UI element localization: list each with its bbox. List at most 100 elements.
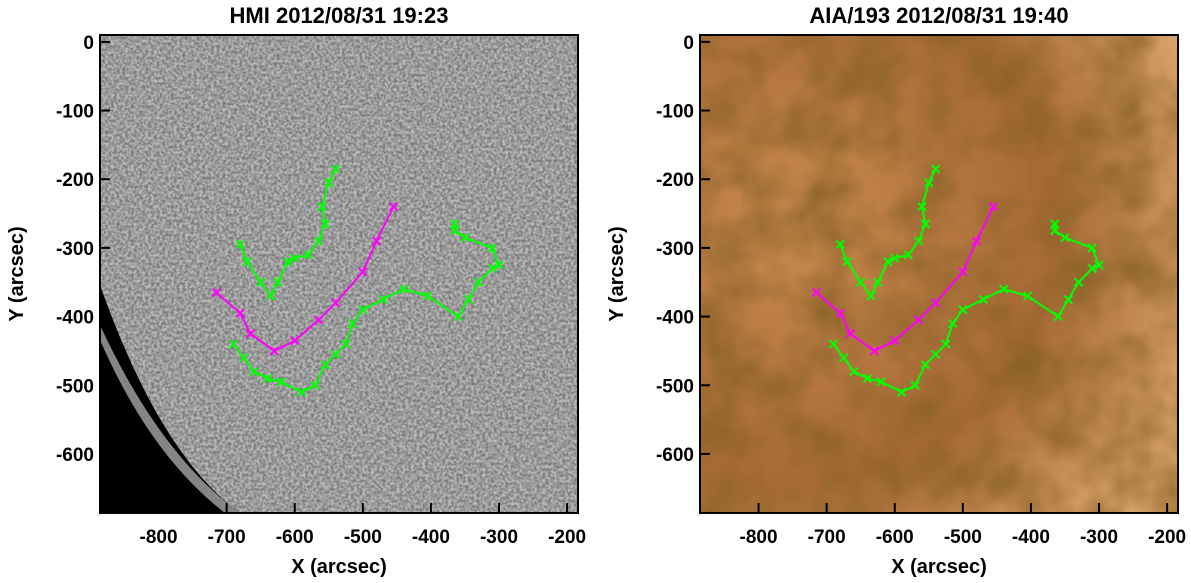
track-point: [255, 277, 266, 287]
track-point: [835, 239, 845, 250]
track-point: [873, 277, 883, 287]
euv-texture: [700, 35, 1178, 513]
track-point: [330, 349, 341, 360]
x-tick-label: -800: [140, 527, 178, 548]
track-point: [828, 339, 839, 349]
track-point: [378, 294, 388, 305]
x-tick-label: -800: [740, 527, 778, 548]
track-point: [890, 253, 900, 263]
track-point: [487, 243, 497, 253]
track-point: [249, 366, 259, 377]
track-point: [276, 377, 286, 387]
track-point: [920, 219, 931, 229]
track-point: [917, 201, 927, 212]
track-point: [883, 256, 893, 267]
y-tick-label: -600: [56, 445, 94, 466]
track-point: [835, 308, 845, 318]
track-point: [903, 250, 914, 260]
track-point: [358, 305, 368, 315]
track-point: [398, 284, 409, 294]
track-point: [283, 256, 293, 267]
track-point: [958, 267, 968, 277]
track-point: [924, 177, 934, 188]
track-point: [269, 346, 280, 356]
track-point: [988, 201, 999, 212]
track-point: [235, 239, 245, 250]
track-line: [215, 206, 395, 353]
track-point: [958, 305, 968, 315]
track-point: [242, 256, 252, 267]
track-point: [1050, 226, 1060, 236]
track-point: [330, 298, 341, 308]
limb-offdisk: [100, 285, 240, 513]
plot-frame: [699, 34, 1179, 514]
track-point: [930, 298, 941, 308]
y-tick-label: 0: [83, 33, 94, 54]
y-tick-label: -500: [56, 376, 94, 397]
track-point: [296, 387, 307, 397]
track-point: [303, 250, 314, 260]
x-tick-label: -600: [876, 527, 914, 548]
track-point: [1063, 294, 1074, 305]
track-point: [896, 387, 907, 397]
x-tick-label: -400: [1012, 527, 1050, 548]
track-line: [832, 223, 1101, 394]
track-point: [1087, 243, 1097, 253]
track-point: [930, 164, 941, 174]
track-point: [245, 329, 256, 339]
x-tick-label: -400: [412, 527, 450, 548]
track-point: [1087, 263, 1097, 274]
track-point: [358, 267, 368, 277]
y-tick-label: -300: [656, 239, 694, 260]
track-point: [1073, 277, 1084, 287]
x-tick-label: -300: [1080, 527, 1118, 548]
track-point: [978, 294, 988, 305]
track-point: [1050, 219, 1060, 229]
track-line: [232, 223, 501, 394]
track-point: [320, 219, 331, 229]
track-point: [388, 201, 399, 212]
magnetogram-texture: [100, 35, 578, 513]
track-point: [313, 315, 324, 325]
track-point: [947, 318, 958, 329]
track-point: [855, 277, 866, 287]
track-point: [930, 349, 941, 360]
track-point: [330, 164, 341, 174]
track-point: [317, 201, 327, 212]
track-point: [290, 253, 300, 263]
track-point: [862, 373, 873, 384]
track-point: [324, 177, 334, 188]
track-point: [811, 287, 822, 298]
x-axis-label: X (arcsec): [891, 556, 987, 578]
track-point: [463, 294, 474, 305]
track-point: [845, 329, 856, 339]
track-point: [494, 260, 504, 270]
track-point: [450, 219, 460, 229]
x-tick-label: -500: [944, 527, 982, 548]
track-point: [849, 366, 859, 377]
x-tick-label: -200: [548, 527, 586, 548]
track-point: [869, 346, 880, 356]
track-point: [460, 232, 470, 243]
x-axis-label: X (arcsec): [291, 556, 387, 578]
x-tick-label: -700: [208, 527, 246, 548]
track-point: [910, 380, 920, 390]
y-tick-label: -600: [656, 445, 694, 466]
y-tick-label: -500: [656, 376, 694, 397]
y-axis-label: Y (arcsec): [606, 226, 628, 321]
x-tick-label: -600: [276, 527, 314, 548]
y-tick-label: -300: [56, 239, 94, 260]
track-point: [838, 353, 849, 363]
x-tick-label: -200: [1148, 527, 1186, 548]
track-point: [971, 236, 982, 246]
x-tick-label: -500: [344, 527, 382, 548]
track-point: [998, 284, 1009, 294]
track-point: [211, 287, 222, 298]
x-tick-label: -700: [808, 527, 846, 548]
y-tick-label: 0: [683, 33, 694, 54]
track-point: [1053, 311, 1063, 322]
track-point: [1060, 232, 1070, 243]
track-point: [228, 339, 239, 349]
y-tick-label: -400: [656, 308, 694, 329]
